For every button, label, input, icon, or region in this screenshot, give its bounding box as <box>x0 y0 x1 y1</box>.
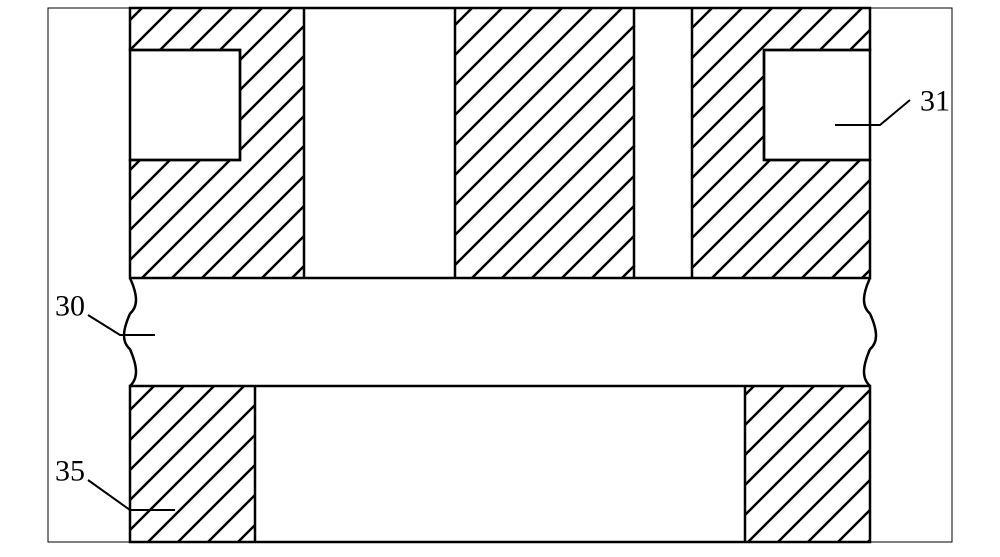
notch-left <box>130 50 240 160</box>
lower-hatched-right <box>745 386 870 542</box>
leader-line-31 <box>835 100 910 125</box>
diagram-canvas: 31 30 35 <box>0 0 1000 557</box>
upper-hatched-segment <box>455 8 634 278</box>
label-31: 31 <box>920 85 950 118</box>
upper-hatched-segment <box>692 8 870 278</box>
label-35: 35 <box>55 455 85 488</box>
lower-hatched-35 <box>130 386 255 542</box>
break-line-right <box>864 278 876 386</box>
leader-line-30 <box>88 315 155 335</box>
upper-hatched-segment <box>130 8 304 278</box>
break-line-30 <box>124 278 136 386</box>
notch-31 <box>764 50 870 160</box>
label-30: 30 <box>55 290 85 323</box>
